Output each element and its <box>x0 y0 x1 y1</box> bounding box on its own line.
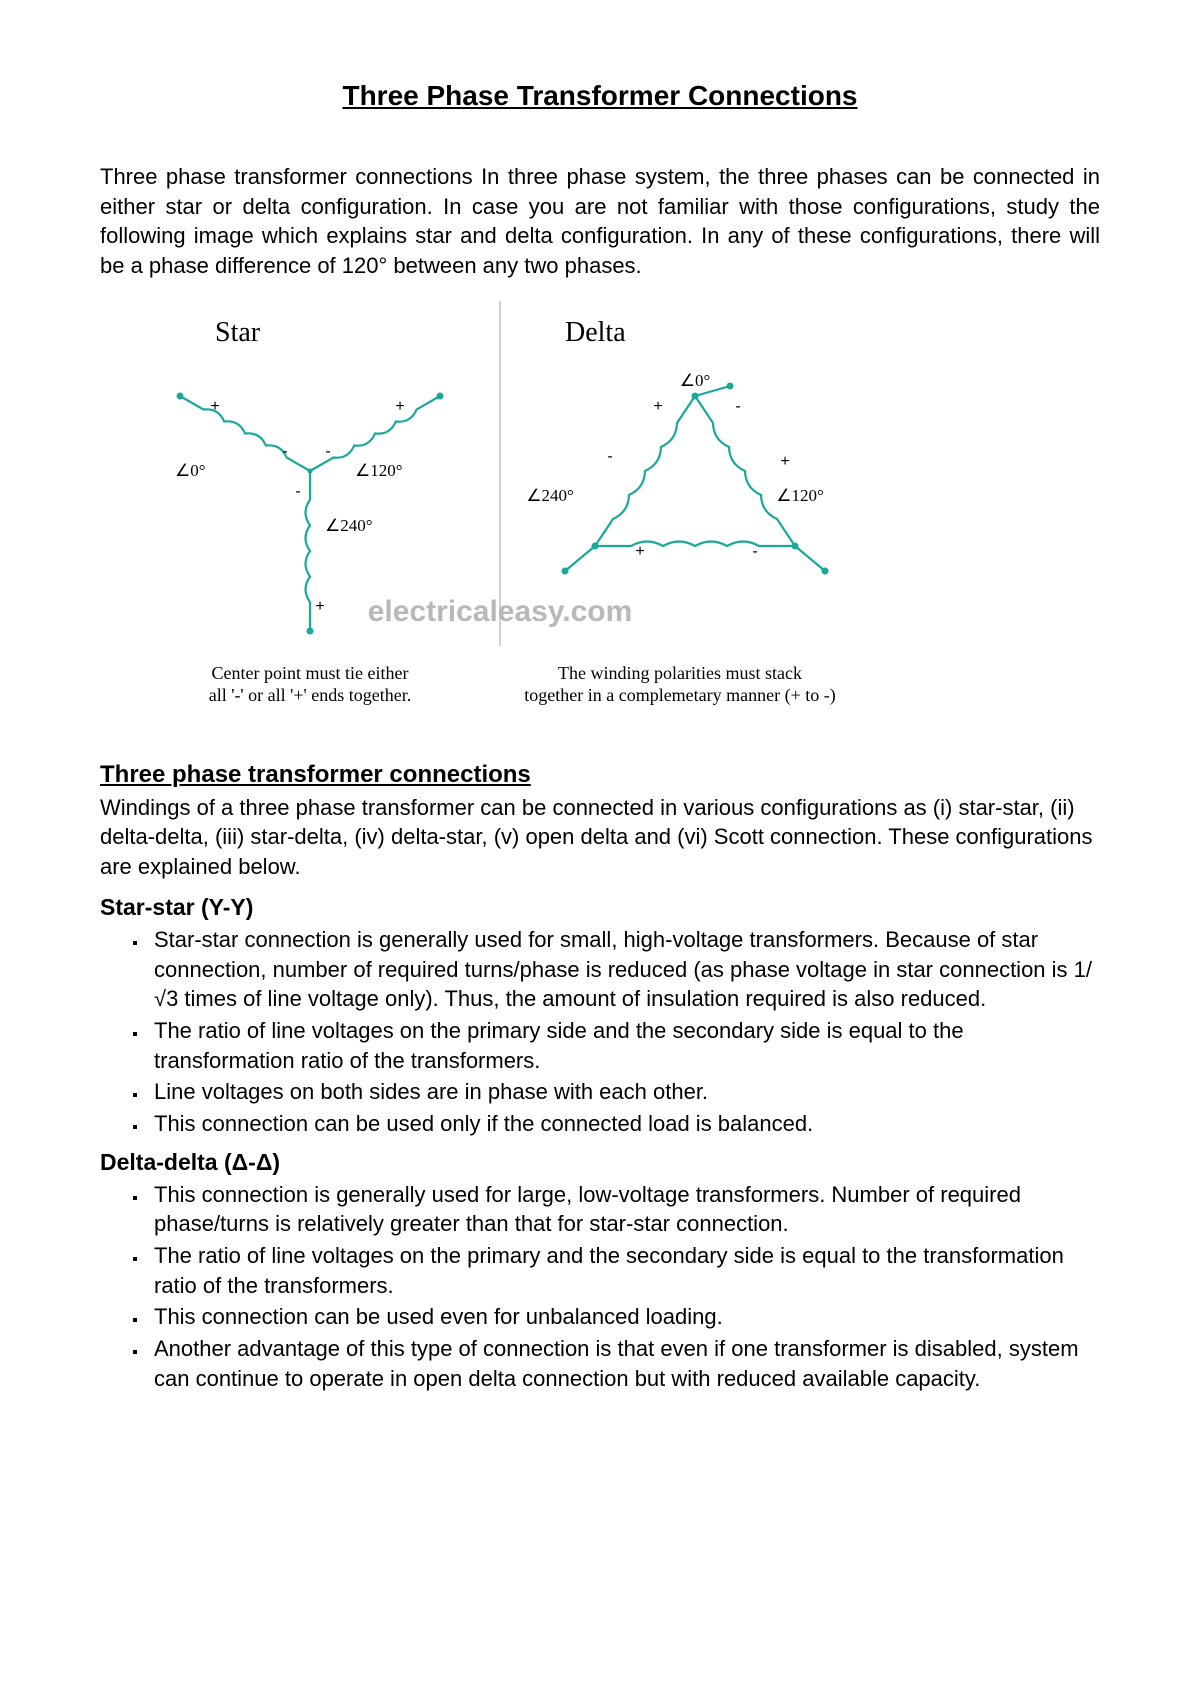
subsection-heading: Star-star (Y-Y) <box>100 894 1100 921</box>
section-body: Windings of a three phase transformer ca… <box>100 793 1100 882</box>
svg-text:+: + <box>315 598 324 615</box>
svg-text:all '-' or all '+' ends togeth: all '-' or all '+' ends together. <box>209 685 412 705</box>
svg-text:∠240°: ∠240° <box>526 486 574 505</box>
svg-text:+: + <box>653 398 662 415</box>
bullet-item: The ratio of line voltages on the primar… <box>148 1241 1100 1300</box>
svg-text:-: - <box>735 398 740 415</box>
bullet-item: The ratio of line voltages on the primar… <box>148 1016 1100 1075</box>
subsection-heading: Delta-delta (Δ-Δ) <box>100 1149 1100 1176</box>
document-page: Three Phase Transformer Connections Thre… <box>0 0 1200 1697</box>
bullet-list: Star-star connection is generally used f… <box>100 925 1100 1139</box>
svg-text:∠240°: ∠240° <box>325 516 373 535</box>
intro-paragraph: Three phase transformer connections In t… <box>100 162 1100 281</box>
bullet-item: This connection can be used only if the … <box>148 1109 1100 1139</box>
bullet-item: Line voltages on both sides are in phase… <box>148 1077 1100 1107</box>
svg-text:∠120°: ∠120° <box>776 486 824 505</box>
svg-text:Center point must tie either: Center point must tie either <box>212 663 409 683</box>
svg-text:∠0°: ∠0° <box>175 461 206 480</box>
svg-text:∠0°: ∠0° <box>680 371 711 390</box>
star-delta-diagram: electricaleasy.com Star ∠0° + - ∠120° + - ∠240° +… <box>120 301 880 721</box>
svg-text:electricaleasy.com: electricaleasy.com <box>368 595 633 628</box>
bullet-list: This connection is generally used for la… <box>100 1180 1100 1394</box>
svg-text:Delta: Delta <box>565 317 626 348</box>
svg-text:-: - <box>752 543 757 560</box>
svg-text:Star: Star <box>215 317 261 348</box>
svg-text:together in a complemetary man: together in a complemetary manner (+ to … <box>524 685 836 706</box>
svg-text:∠120°: ∠120° <box>355 461 403 480</box>
svg-text:+: + <box>780 453 789 470</box>
svg-text:+: + <box>395 398 404 415</box>
bullet-item: Another advantage of this type of connec… <box>148 1334 1100 1393</box>
page-title: Three Phase Transformer Connections <box>100 80 1100 112</box>
bullet-item: This connection can be used even for unb… <box>148 1302 1100 1332</box>
svg-text:+: + <box>210 398 219 415</box>
svg-text:-: - <box>282 443 287 460</box>
bullet-item: This connection is generally used for la… <box>148 1180 1100 1239</box>
subsections-container: Star-star (Y-Y) Star-star connection is g… <box>100 894 1100 1394</box>
svg-text:-: - <box>325 443 330 460</box>
svg-text:-: - <box>607 448 612 465</box>
svg-text:The winding polarities must st: The winding polarities must stack <box>558 663 802 683</box>
svg-text:-: - <box>295 483 300 500</box>
svg-text:+: + <box>635 543 644 560</box>
diagram-svg: electricaleasy.com Star ∠0° + - ∠120° + - ∠240° +… <box>120 301 880 721</box>
bullet-item: Star-star connection is generally used f… <box>148 925 1100 1014</box>
section-heading: Three phase transformer connections <box>100 761 1100 789</box>
